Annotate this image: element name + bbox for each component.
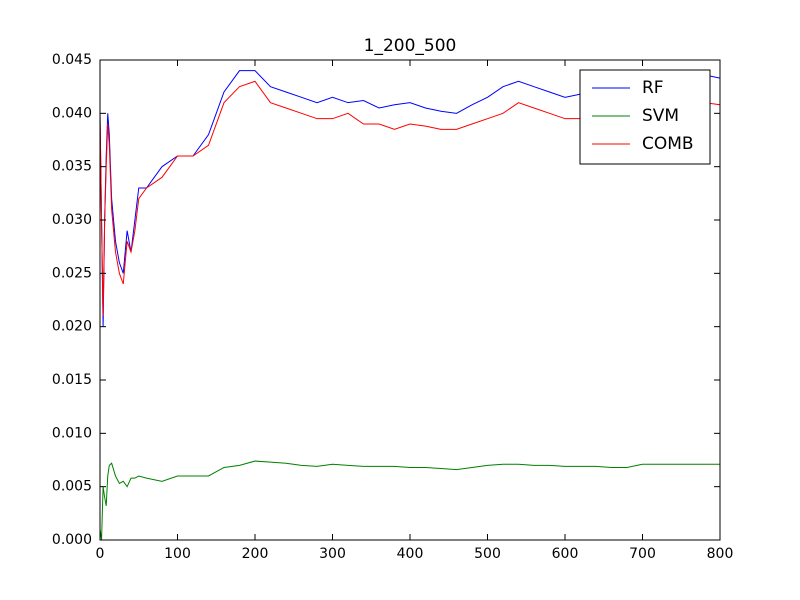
- x-tick-label: 200: [242, 546, 269, 562]
- x-tick-label: 500: [474, 546, 501, 562]
- chart-title: 1_200_500: [364, 36, 457, 56]
- y-tick-label: 0.040: [52, 105, 92, 121]
- y-tick-label: 0.025: [52, 265, 92, 281]
- y-tick-label: 0.000: [52, 532, 92, 548]
- x-tick-label: 700: [629, 546, 656, 562]
- legend-box: [579, 69, 711, 165]
- y-tick-label: 0.005: [52, 479, 92, 495]
- line-series: [99, 460, 720, 541]
- y-tick-label: 0.030: [52, 212, 92, 228]
- y-tick-label: 0.045: [52, 52, 92, 68]
- legend-label: COMB: [642, 134, 694, 154]
- x-tick-label: 300: [319, 546, 346, 562]
- x-tick-label: 100: [164, 546, 191, 562]
- x-tick-label: 800: [707, 546, 734, 562]
- y-tick-label: 0.020: [52, 319, 92, 335]
- x-tick-label: 600: [552, 546, 579, 562]
- legend-label: SVM: [642, 106, 679, 126]
- y-tick-label: 0.035: [52, 159, 92, 175]
- legend-label: RF: [642, 78, 664, 98]
- y-tick-label: 0.015: [52, 372, 92, 388]
- y-tick-label: 0.010: [52, 425, 92, 441]
- x-tick-label: 400: [397, 546, 424, 562]
- x-tick-label: 0: [96, 546, 105, 562]
